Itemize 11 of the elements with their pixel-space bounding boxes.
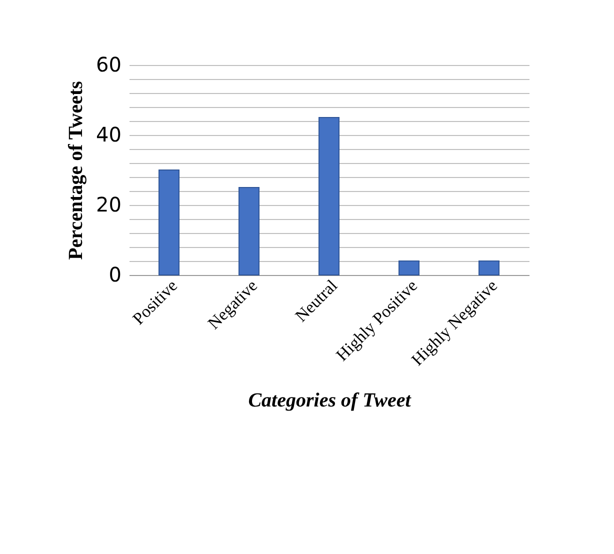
y-axis-title: Percentage of Tweets	[65, 80, 88, 260]
y-tick-label: 40	[96, 122, 122, 146]
y-tick-label: 20	[96, 192, 122, 216]
bar	[398, 260, 420, 276]
y-tick-label: 0	[108, 262, 122, 286]
bar	[318, 117, 340, 276]
y-tick-label: 60	[96, 52, 122, 76]
x-axis-title: Categories of Tweet	[248, 390, 412, 412]
bar	[238, 187, 260, 276]
bar	[478, 260, 500, 276]
bar	[158, 170, 180, 276]
